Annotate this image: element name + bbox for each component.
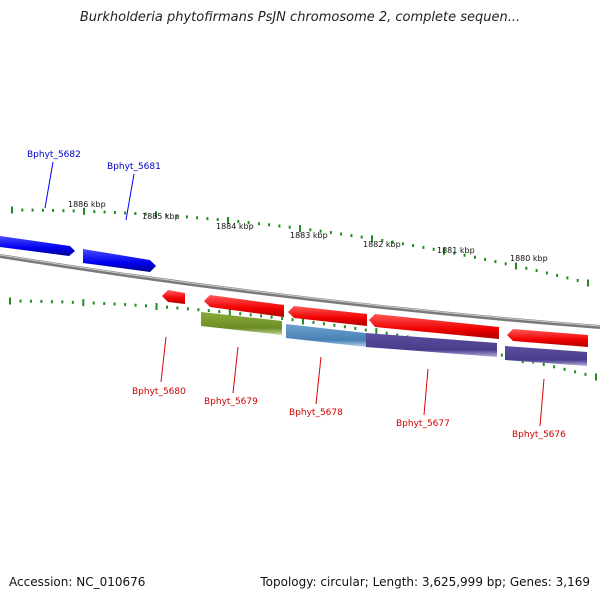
gene-bphyt-5679[interactable]: [204, 295, 284, 317]
chromosome-backbone-highlight: [0, 254, 600, 327]
leader-bphyt-5681: [125, 173, 135, 221]
cds-bphyt-5677[interactable]: [366, 333, 497, 357]
gene-label-bphyt-5676: Bphyt_5676: [512, 430, 566, 440]
gene-bphyt-5680[interactable]: [162, 290, 185, 304]
scale-label-1884: 1884 kbp: [216, 222, 254, 231]
scale-label-1885: 1885 kbp: [142, 212, 180, 221]
gene-label-bphyt-5679: Bphyt_5679: [204, 397, 258, 407]
gene-bphyt-5681[interactable]: [83, 249, 156, 272]
chromosome-backbone: [0, 254, 600, 329]
leader-bphyt-5680: [160, 336, 167, 383]
scale-label-1880: 1880 kbp: [510, 254, 548, 263]
cds-bphyt-5676[interactable]: [505, 346, 587, 366]
scale-label-1882: 1882 kbp: [363, 240, 401, 249]
gene-label-bphyt-5677: Bphyt_5677: [396, 419, 450, 429]
map-title: Burkholderia phytofirmans PsJN chromosom…: [79, 10, 521, 25]
leader-bphyt-5679: [232, 346, 239, 394]
scale-label-1881: 1881 kbp: [437, 246, 475, 255]
gene-bphyt-5676[interactable]: [507, 329, 588, 347]
gene-bphyt-5677[interactable]: [369, 314, 499, 339]
gene-label-bphyt-5678: Bphyt_5678: [289, 408, 343, 418]
leader-bphyt-5677: [423, 368, 429, 416]
gene-label-bphyt-5682: Bphyt_5682: [27, 150, 81, 160]
gene-label-bphyt-5680: Bphyt_5680: [132, 387, 186, 397]
scale-ticks-outer: [11, 206, 589, 287]
leader-bphyt-5678: [315, 356, 322, 405]
leader-bphyt-5676: [539, 378, 545, 427]
genome-summary-text: Topology: circular; Length: 3,625,999 bp…: [260, 575, 590, 589]
gene-bphyt-5682[interactable]: [0, 236, 75, 256]
scale-label-1883: 1883 kbp: [290, 231, 328, 240]
leader-bphyt-5682: [44, 161, 54, 209]
gene-bphyt-5678[interactable]: [288, 306, 367, 326]
gene-label-bphyt-5681: Bphyt_5681: [107, 162, 161, 172]
scale-label-1886: 1886 kbp: [68, 200, 106, 209]
accession-text: Accession: NC_010676: [9, 575, 146, 589]
cds-bphyt-5678[interactable]: [286, 324, 366, 347]
cds-bphyt-5679[interactable]: [201, 312, 282, 335]
